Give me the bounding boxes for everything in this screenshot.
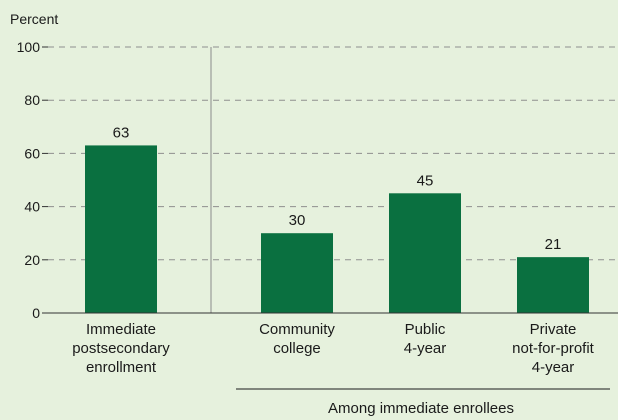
y-tick-label: 100 (17, 39, 41, 55)
bar (517, 257, 589, 313)
data-label: 45 (417, 172, 434, 189)
category-label: 4-year (532, 359, 575, 376)
bar (85, 145, 157, 313)
category-label: 4-year (404, 340, 447, 357)
category-label: postsecondary (72, 340, 170, 357)
y-tick-label: 60 (24, 145, 40, 161)
category-label: college (273, 340, 321, 357)
bar (261, 233, 333, 313)
category-label: Immediate (86, 321, 156, 338)
y-tick-label: 40 (24, 199, 40, 215)
y-tick-label: 20 (24, 252, 40, 268)
y-tick-label: 80 (24, 92, 40, 108)
bars: 63 30 45 21 (85, 124, 589, 313)
y-axis-label: Percent (10, 11, 58, 27)
y-tick-label: 0 (32, 305, 40, 321)
category-label: Public (405, 321, 446, 338)
category-labels: Immediate postsecondary enrollment Communit… (72, 321, 594, 376)
data-label: 63 (113, 124, 130, 141)
group-label: Among immediate enrollees (328, 400, 514, 417)
category-label: Community (259, 321, 335, 338)
bar (389, 193, 461, 313)
y-axis-ticks: 0 20 40 60 80 100 (17, 39, 41, 321)
category-label: not-for-profit (512, 340, 595, 357)
category-label: enrollment (86, 359, 157, 376)
data-label: 21 (545, 236, 562, 253)
category-label: Private (530, 321, 577, 338)
data-label: 30 (289, 212, 306, 229)
